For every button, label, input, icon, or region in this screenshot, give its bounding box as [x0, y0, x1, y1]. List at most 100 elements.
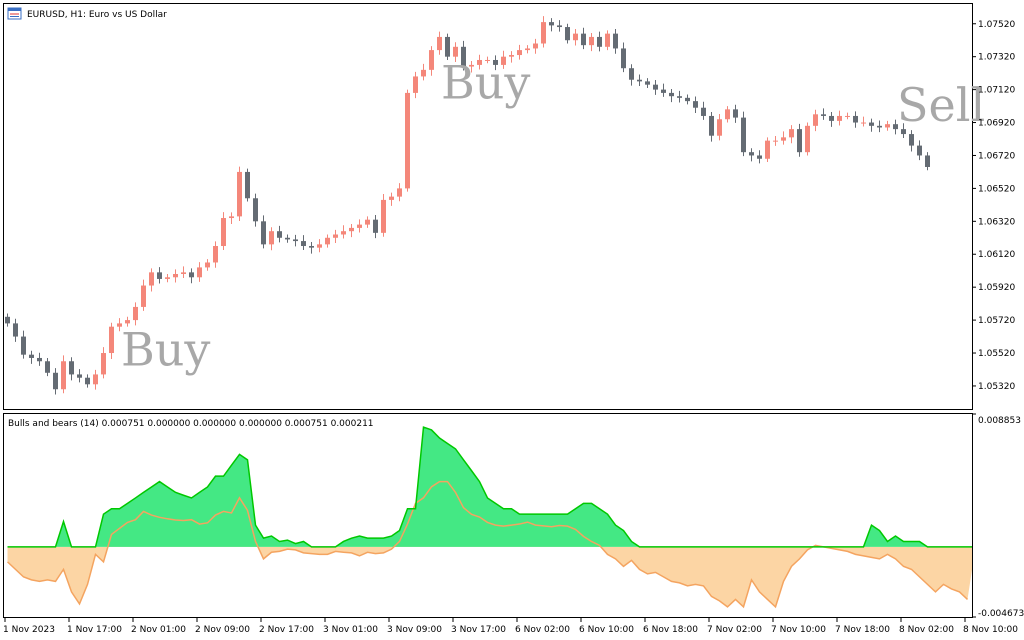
- indicator-axis: 0.008853 -0.004673: [972, 413, 1024, 619]
- candle: [237, 166, 242, 221]
- candle: [349, 223, 354, 238]
- candle: [277, 225, 282, 243]
- candle: [469, 60, 474, 73]
- time-tick-label: 6 Nov 02:00: [515, 625, 570, 635]
- candle-body: [213, 246, 218, 263]
- candle-body: [829, 115, 834, 121]
- candle-body: [853, 115, 858, 123]
- candle-body: [493, 59, 498, 65]
- candle-body: [661, 89, 666, 93]
- candle-body: [173, 274, 178, 278]
- indicator-title: Bulls and bears (14) 0.000751 0.000000 0…: [8, 419, 374, 429]
- candle-body: [669, 92, 674, 97]
- candle-body: [197, 267, 202, 278]
- candle-body: [525, 48, 530, 51]
- candle: [653, 80, 658, 95]
- candle-body: [77, 374, 82, 378]
- candle-body: [613, 33, 618, 49]
- candle: [605, 30, 610, 51]
- price-tick-label: 1.07320: [978, 53, 1015, 63]
- candle-body: [557, 25, 562, 28]
- candle: [861, 116, 866, 127]
- candle-body: [861, 122, 866, 124]
- candle: [869, 118, 874, 132]
- candle: [485, 56, 490, 64]
- candle-body: [29, 354, 34, 358]
- price-tick-label: 1.06920: [978, 119, 1015, 129]
- candle-body: [453, 46, 458, 57]
- price-tick-label: 1.05920: [978, 283, 1015, 293]
- candle-body: [13, 323, 18, 337]
- candle-body: [413, 76, 418, 93]
- candle: [301, 235, 306, 250]
- candle: [221, 212, 226, 250]
- candle: [429, 46, 434, 76]
- candle-body: [349, 227, 354, 232]
- indicator-tick-label: 0.008853: [978, 416, 1021, 426]
- candle: [693, 96, 698, 113]
- time-tick-label: 1 Nov 17:00: [67, 625, 122, 635]
- price-tick-label: 1.07520: [978, 20, 1015, 30]
- candle: [557, 20, 562, 32]
- annotations-group: Buy Buy Sell: [121, 56, 985, 377]
- candle: [333, 229, 338, 244]
- candle-body: [477, 59, 482, 65]
- candle: [405, 89, 410, 192]
- candle: [365, 216, 370, 228]
- price-tick-label: 1.05720: [978, 316, 1015, 326]
- candle: [373, 215, 378, 239]
- candle-body: [101, 353, 106, 375]
- candle-body: [597, 36, 602, 47]
- candle: [413, 71, 418, 99]
- candle: [397, 183, 402, 202]
- candles-group: [5, 16, 930, 395]
- candle-body: [245, 171, 250, 199]
- candle-body: [741, 117, 746, 153]
- candle-body: [533, 43, 538, 49]
- candle: [37, 352, 42, 366]
- candle-body: [445, 36, 450, 57]
- candle-body: [885, 124, 890, 128]
- price-panel[interactable]: [3, 3, 973, 410]
- candle: [885, 120, 890, 131]
- candle-body: [685, 97, 690, 102]
- candle: [509, 51, 514, 63]
- candle: [533, 38, 538, 54]
- candle-body: [621, 48, 626, 69]
- candle: [685, 94, 690, 105]
- candle-body: [501, 56, 506, 65]
- candle-body: [61, 361, 66, 390]
- candle-body: [365, 219, 370, 225]
- candle: [253, 193, 258, 227]
- candle-body: [869, 122, 874, 126]
- candle-body: [653, 84, 658, 90]
- candle-body: [805, 125, 810, 153]
- price-tick-label: 1.05320: [978, 382, 1015, 392]
- price-tick-label: 1.06120: [978, 250, 1015, 260]
- indicator-group: [6, 426, 972, 609]
- candle-body: [845, 115, 850, 117]
- candle: [453, 42, 458, 62]
- candle: [517, 44, 522, 60]
- candle-body: [357, 224, 362, 228]
- candle-body: [93, 374, 98, 385]
- candle-body: [701, 107, 706, 116]
- candle-body: [709, 115, 714, 136]
- candle-body: [877, 125, 882, 128]
- candle-body: [725, 109, 730, 120]
- candle: [213, 241, 218, 268]
- price-tick-label: 1.06320: [978, 217, 1015, 227]
- candle: [133, 302, 138, 326]
- candle: [789, 125, 794, 144]
- candle: [493, 55, 498, 71]
- time-tick-label: 2 Nov 01:00: [131, 625, 186, 635]
- candle: [197, 262, 202, 282]
- time-tick-label: 7 Nov 10:00: [771, 625, 826, 635]
- time-tick-label: 1 Nov 2023: [3, 625, 55, 635]
- candle: [661, 83, 666, 97]
- candle-body: [53, 372, 58, 390]
- candle-body: [469, 64, 474, 67]
- candle-body: [733, 109, 738, 118]
- candle: [773, 136, 778, 146]
